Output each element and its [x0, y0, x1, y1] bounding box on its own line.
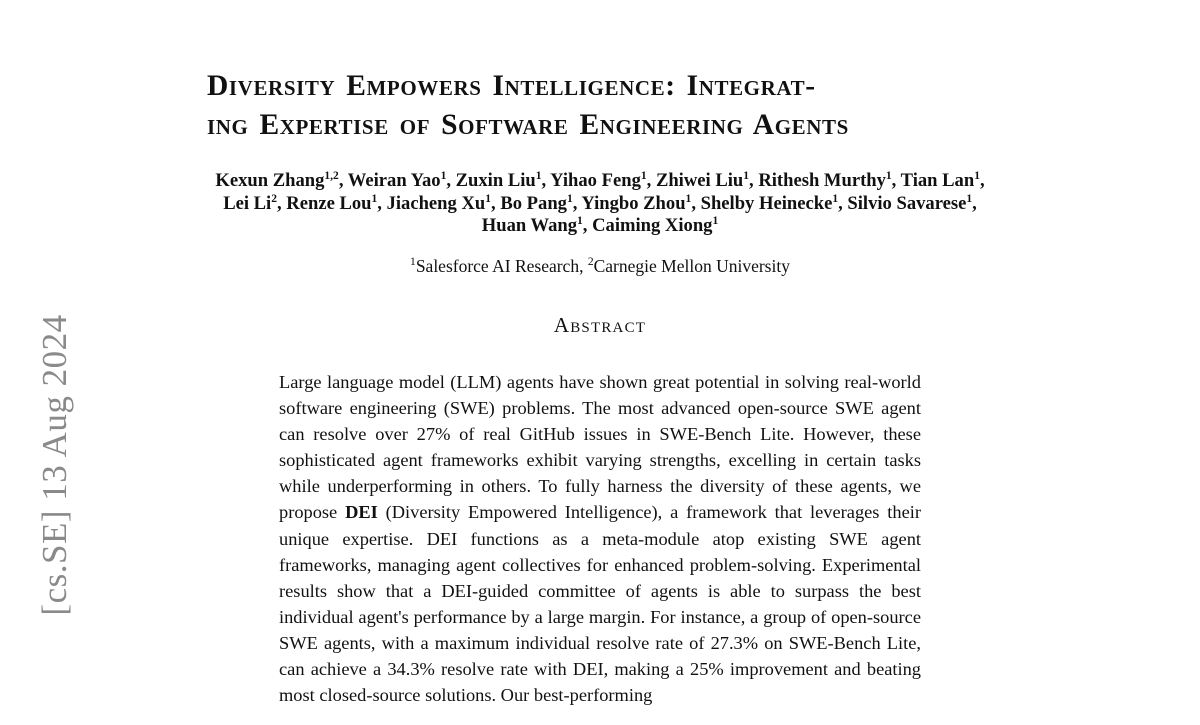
author-list: Kexun Zhang1,2, Weiran Yao1, Zuxin Liu1,… — [215, 169, 985, 236]
author-name: Shelby Heinecke1 — [700, 192, 839, 214]
author-affiliation-marker: 1 — [974, 169, 980, 182]
abstract-emphasis: DEI — [345, 502, 378, 523]
author-affiliation-marker: 1 — [743, 169, 750, 182]
author-affiliation-marker: 1 — [371, 192, 378, 205]
author-affiliation-marker: 1 — [885, 169, 892, 182]
abstract-body: Large language model (LLM) agents have s… — [279, 372, 921, 706]
author-name: Caiming Xiong1 — [592, 214, 719, 236]
author-name: Kexun Zhang1,2 — [215, 169, 339, 191]
author-affiliation-marker: 1 — [640, 169, 647, 182]
author-affiliation-marker: 2 — [271, 192, 277, 205]
author-name: Yingbo Zhou1 — [581, 192, 692, 214]
author-name: Tian Lan1 — [900, 169, 980, 191]
author-affiliation-marker: 1 — [577, 214, 583, 227]
author-name: Yihao Feng1 — [550, 169, 647, 191]
arxiv-identifier-stamp: [cs.SE] 13 Aug 2024 — [35, 314, 74, 616]
author-name: Silvio Savarese1 — [847, 192, 973, 214]
page-title-line-1: Diversity Empowers Intelligence: Integra… — [207, 69, 816, 102]
author-name: Zuxin Liu1 — [455, 169, 542, 191]
author-name: Renze Lou1 — [286, 192, 378, 214]
author-name: Jiacheng Xu1 — [386, 192, 492, 214]
author-affiliation-marker: 1 — [712, 214, 719, 227]
affiliation-marker: 1 — [410, 256, 416, 269]
author-name: Lei Li2 — [223, 192, 277, 214]
author-affiliation-marker: 1 — [535, 169, 542, 182]
author-affiliation-marker: 1,2 — [324, 169, 339, 182]
author-name: Weiran Yao1 — [347, 169, 447, 191]
abstract-heading: Abstract — [553, 313, 647, 337]
page-title: Diversity Empowers Intelligence: Integra… — [207, 67, 993, 145]
author-affiliation-marker: 1 — [685, 192, 692, 205]
affiliation-marker: 2 — [587, 256, 594, 269]
author-affiliation-marker: 1 — [440, 169, 447, 182]
page-title-line-2: ing Expertise of Software Engineering Ag… — [207, 108, 849, 141]
author-affiliation-marker: 1 — [566, 192, 573, 205]
author-affiliation-marker: 1 — [485, 192, 492, 205]
author-name: Bo Pang1 — [500, 192, 573, 214]
affiliation-entry: 2Carnegie Mellon University — [587, 256, 790, 276]
author-name: Huan Wang1 — [481, 214, 583, 236]
author-affiliation-marker: 1 — [832, 192, 839, 205]
affiliation-list: 1Salesforce AI Research, 2Carnegie Mello… — [410, 256, 790, 276]
affiliation-entry: 1Salesforce AI Research — [410, 256, 580, 276]
author-affiliation-marker: 1 — [966, 192, 973, 205]
paper-page: [cs.SE] 13 Aug 2024 Diversity Empowers I… — [35, 67, 993, 705]
author-name: Rithesh Murthy1 — [758, 169, 892, 191]
author-name: Zhiwei Liu1 — [655, 169, 750, 191]
